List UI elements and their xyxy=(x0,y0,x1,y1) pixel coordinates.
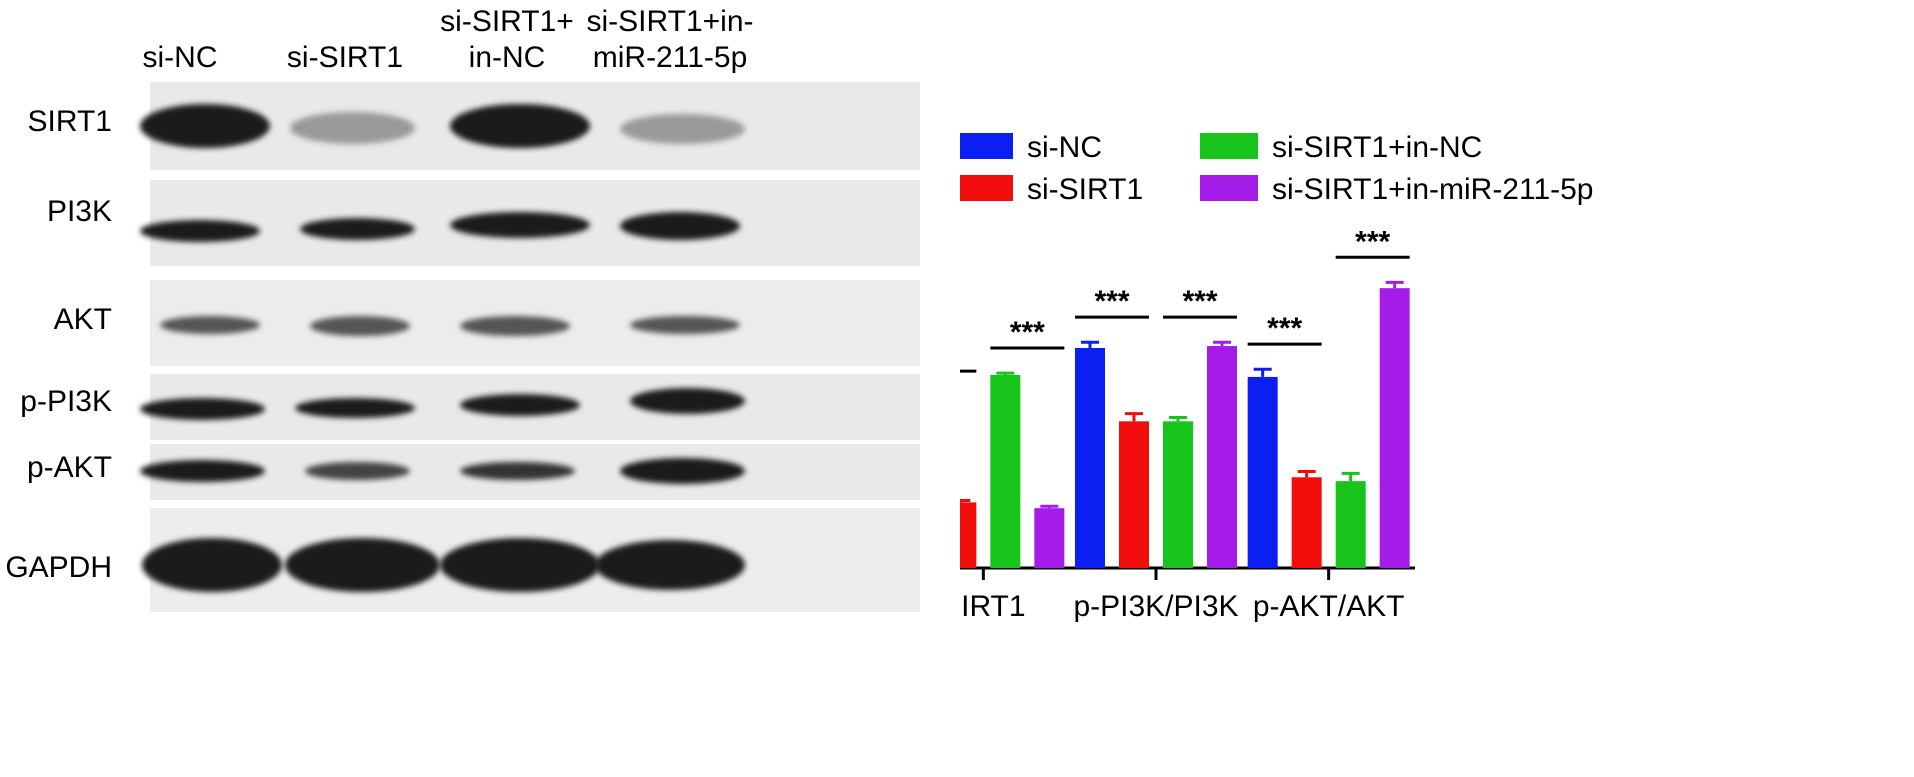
bar xyxy=(1119,421,1149,568)
significance-label: *** xyxy=(1010,316,1045,349)
x-tick-label: p-AKT/AKT xyxy=(1253,590,1405,623)
lane-header-si-sirt1: si-SIRT1 xyxy=(286,41,404,74)
bar xyxy=(990,375,1021,568)
bar xyxy=(1291,477,1322,568)
lane-header-si-nc: si-NC xyxy=(142,41,218,74)
band xyxy=(142,538,282,592)
blot-strip-p-pi3k xyxy=(140,374,920,440)
bar xyxy=(946,502,977,568)
band xyxy=(290,112,415,144)
band xyxy=(460,394,580,416)
band xyxy=(300,218,415,240)
bar-chart: 0.00.51.01.52.0Relative protein expressi… xyxy=(834,0,1914,772)
legend-swatch xyxy=(1200,175,1258,201)
blot-strip-sirt1 xyxy=(140,82,920,170)
legend-swatch xyxy=(955,133,1013,159)
chart-svg: 0.00.51.01.52.0Relative protein expressi… xyxy=(834,131,1594,623)
bar xyxy=(1247,376,1278,568)
bar xyxy=(1075,347,1105,568)
legend-label: si-SIRT1 xyxy=(1027,173,1143,206)
band xyxy=(140,104,270,148)
band xyxy=(460,462,575,480)
band xyxy=(440,538,600,592)
lane-header-si-sirt1-in-mir: si-SIRT1+in- miR-211-5p xyxy=(586,5,754,74)
band xyxy=(285,538,440,592)
blot-strip-akt xyxy=(150,280,920,366)
band xyxy=(620,114,745,144)
x-tick-label: p-PI3K/PI3K xyxy=(1073,590,1238,623)
bar xyxy=(1335,481,1366,568)
row-label-p-pi3k: p-PI3K xyxy=(20,385,112,418)
band xyxy=(140,460,265,482)
band xyxy=(630,388,745,414)
row-label-pi3k: PI3K xyxy=(46,195,112,228)
band xyxy=(630,316,740,334)
band xyxy=(450,212,590,238)
band xyxy=(460,316,570,336)
legend-swatch xyxy=(1200,133,1258,159)
significance-label: *** xyxy=(1267,312,1302,345)
band xyxy=(295,398,415,418)
band xyxy=(160,316,260,334)
significance-label: *** xyxy=(1094,285,1129,318)
bar xyxy=(1034,508,1065,568)
band xyxy=(310,316,410,336)
x-tick-label: SIRT1 xyxy=(960,590,1026,623)
lane-header-si-sirt1-in-nc: si-SIRT1+ in-NC xyxy=(440,5,574,74)
blot-strip-pi3k xyxy=(140,180,920,266)
bar xyxy=(1207,346,1237,568)
band xyxy=(305,462,410,480)
band xyxy=(620,458,745,484)
legend-label: si-NC xyxy=(1027,131,1102,164)
blot-strip-gapdh xyxy=(142,508,920,612)
band xyxy=(140,398,265,420)
row-label-p-akt: p-AKT xyxy=(26,451,112,484)
row-label-gapdh: GAPDH xyxy=(5,551,112,584)
band xyxy=(595,540,745,590)
significance-label: *** xyxy=(1182,285,1217,318)
legend-label: si-SIRT1+in-NC xyxy=(1272,131,1482,164)
row-label-akt: AKT xyxy=(53,303,112,336)
legend-swatch xyxy=(955,175,1013,201)
significance-label: *** xyxy=(1355,225,1390,258)
band xyxy=(450,104,590,148)
bar xyxy=(1379,288,1410,568)
row-label-sirt1: SIRT1 xyxy=(27,105,112,138)
legend-label: si-SIRT1+in-miR-211-5p xyxy=(1272,173,1594,206)
bar xyxy=(1163,421,1193,568)
band xyxy=(140,220,260,242)
band xyxy=(620,212,740,240)
blot-strip-p-akt xyxy=(140,444,920,500)
